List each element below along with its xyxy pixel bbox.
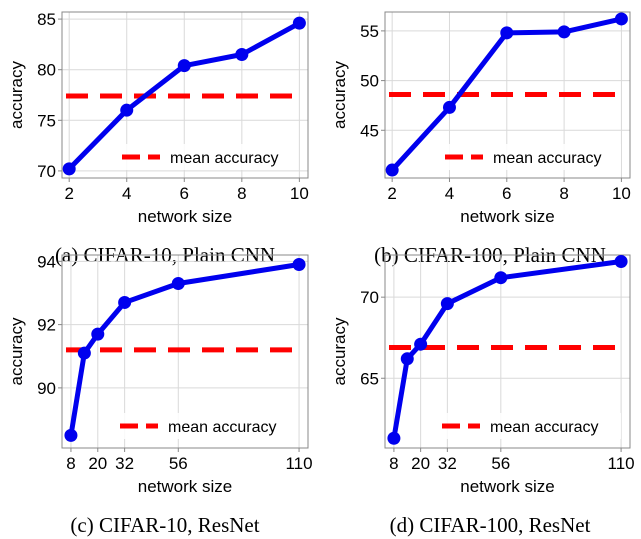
- y-tick-label: 65: [360, 369, 379, 388]
- x-tick-label: 110: [285, 454, 312, 473]
- plot-frame: [384, 254, 631, 449]
- x-tick-label: 8: [559, 184, 568, 203]
- y-tick-label: 85: [37, 10, 56, 29]
- data-point: [385, 163, 399, 177]
- data-point: [91, 327, 105, 341]
- legend-label: mean accuracy: [168, 419, 277, 436]
- y-tick-label: 70: [360, 288, 379, 307]
- x-tick-label: 20: [411, 454, 430, 473]
- legend-label: mean accuracy: [170, 150, 279, 167]
- x-tick-label: 8: [389, 454, 398, 473]
- data-point: [235, 48, 249, 62]
- plot-frame: [61, 254, 309, 449]
- x-tick-label: 10: [290, 184, 309, 203]
- x-axis-label: network size: [460, 477, 554, 496]
- data-point: [77, 346, 91, 360]
- data-point: [494, 271, 508, 285]
- chart-3: 8 20 32 56 110 90 92 94 network size accuracy mean…: [7, 252, 313, 537]
- data-point: [414, 337, 428, 351]
- x-tick-label: 8: [66, 454, 75, 473]
- x-tick-label: 4: [122, 184, 131, 203]
- x-tick-label: 20: [88, 454, 107, 473]
- legend-label: mean accuracy: [493, 150, 602, 167]
- data-point: [292, 257, 306, 271]
- data-point: [64, 428, 78, 442]
- x-axis-label: network size: [138, 477, 232, 496]
- y-tick-label: 90: [37, 379, 56, 398]
- data-point: [500, 26, 514, 40]
- x-tick-label: 6: [180, 184, 189, 203]
- legend-label: mean accuracy: [490, 419, 599, 436]
- chart-caption: (c) CIFAR-10, ResNet: [70, 513, 259, 537]
- y-axis-label: accuracy: [330, 317, 349, 386]
- x-axis-label: network size: [460, 207, 554, 226]
- data-point: [557, 25, 571, 39]
- data-point: [118, 295, 132, 309]
- x-tick-label: 56: [491, 454, 510, 473]
- plot-frame: [384, 11, 631, 179]
- chart-caption: (d) CIFAR-100, ResNet: [390, 513, 591, 537]
- x-tick-label: 4: [445, 184, 454, 203]
- data-point: [171, 276, 185, 290]
- y-tick-label: 80: [37, 61, 56, 80]
- y-tick-label: 50: [360, 72, 379, 91]
- x-axis-label: network size: [138, 207, 232, 226]
- data-point: [292, 16, 306, 30]
- x-tick-label: 56: [169, 454, 188, 473]
- y-axis-label: accuracy: [330, 60, 349, 129]
- data-point: [120, 103, 134, 117]
- y-axis-label: accuracy: [7, 60, 26, 129]
- data-point: [442, 100, 456, 114]
- data-point: [400, 352, 414, 366]
- y-tick-label: 75: [37, 111, 56, 130]
- y-tick-label: 45: [360, 121, 379, 140]
- x-tick-label: 32: [115, 454, 134, 473]
- y-tick-label: 92: [37, 316, 56, 335]
- y-tick-label: 70: [37, 162, 56, 181]
- accuracy-series-line: [391, 259, 622, 439]
- data-point: [614, 12, 628, 26]
- data-point: [387, 431, 401, 445]
- y-axis-label: accuracy: [7, 317, 26, 386]
- x-tick-label: 6: [502, 184, 511, 203]
- x-tick-label: 8: [237, 184, 246, 203]
- chart-2: 2 4 6 8 10 45 50 55 network size accuracy mean acc…: [330, 11, 631, 267]
- y-tick-label: 55: [360, 22, 379, 41]
- chart-1: 2 4 6 8 10 70 75 80 85 network size accuracy mean a…: [7, 10, 309, 267]
- x-tick-label: 10: [612, 184, 631, 203]
- x-tick-label: 32: [438, 454, 457, 473]
- accuracy-series-line: [68, 262, 300, 436]
- x-tick-label: 2: [64, 184, 73, 203]
- data-point: [62, 162, 76, 176]
- y-tick-label: 94: [37, 252, 56, 271]
- chart-4: 8 20 32 56 110 65 70 network size accuracy mean a…: [330, 254, 635, 537]
- data-point: [177, 59, 191, 73]
- data-point: [440, 297, 454, 311]
- x-tick-label: 110: [608, 454, 635, 473]
- x-tick-label: 2: [387, 184, 396, 203]
- data-point: [614, 254, 628, 268]
- plot-frame: [61, 11, 309, 179]
